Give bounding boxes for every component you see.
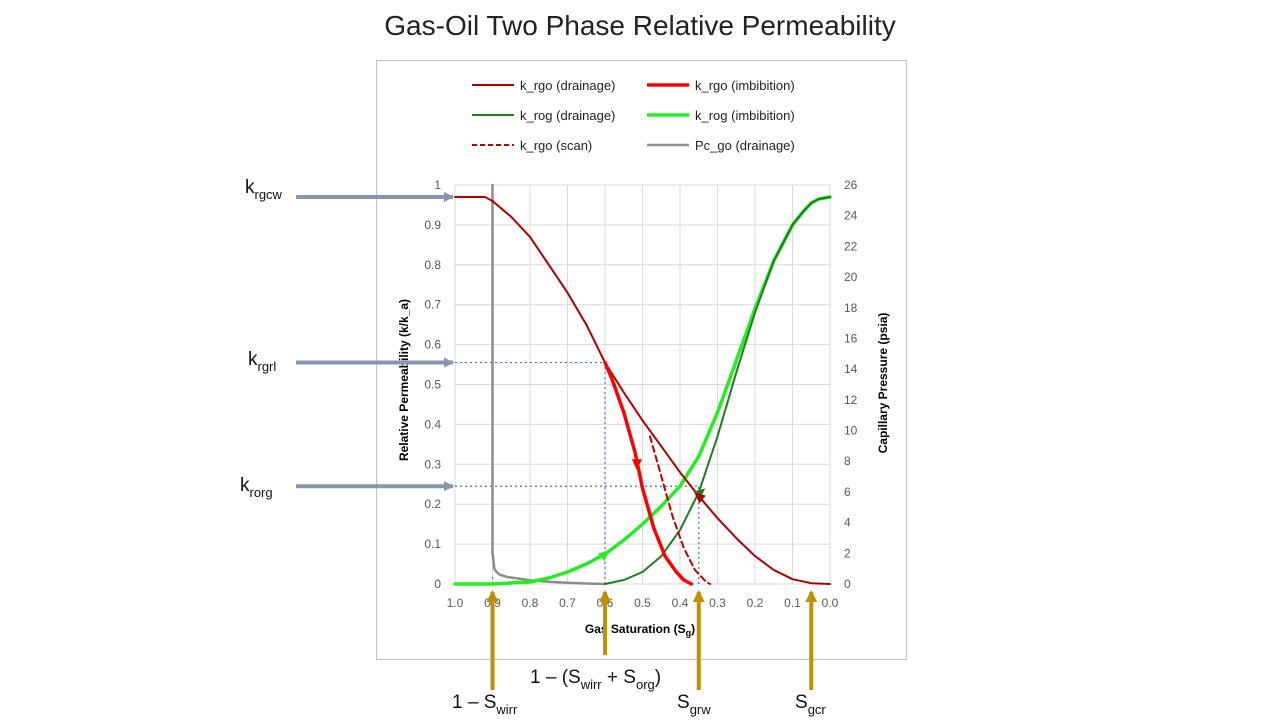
annotations: krgcw krgrl krorg 1 – Swirr 1 – (Swirr + Sor… xyxy=(240,177,826,717)
legend-label: k_rog (drainage) xyxy=(520,108,615,123)
slide-title: Gas-Oil Two Phase Relative Permeability xyxy=(384,10,896,41)
y2-tick-label: 14 xyxy=(844,362,858,376)
y2-tick-label: 16 xyxy=(844,331,858,345)
y2-tick-label: 0 xyxy=(844,577,851,591)
annotation-krgcw: krgcw xyxy=(245,177,283,202)
series-layer xyxy=(453,183,832,586)
annotation-sgrw: Sgrw xyxy=(677,692,711,717)
series-line-k-rgo-imbibition- xyxy=(603,360,694,586)
y2-tick-label: 20 xyxy=(844,270,858,284)
legend-label: k_rgo (scan) xyxy=(520,138,592,153)
x-tick-label: 0.5 xyxy=(634,596,651,610)
legend-label: Pc_go (drainage) xyxy=(695,138,795,153)
gridlines xyxy=(454,184,831,585)
x-tick-label: 0.3 xyxy=(709,596,726,610)
legend-label: k_rgo (imbibition) xyxy=(695,78,795,93)
y-axis-title: Relative Permeability (k/k_a) xyxy=(397,299,411,461)
direction-arrow xyxy=(597,550,610,562)
y-tick-label: 0.1 xyxy=(424,537,441,551)
series-line-pc-go-drainage- xyxy=(491,183,607,586)
y-tick-label: 0.8 xyxy=(424,258,441,272)
chart-frame xyxy=(376,60,907,660)
direction-arrow xyxy=(693,488,706,500)
y-tick-label: 0.3 xyxy=(424,457,441,471)
x-tick-label: 0.8 xyxy=(522,596,539,610)
series-line-k-rog-drainage- xyxy=(604,196,831,585)
x-tick-label: 0.1 xyxy=(784,596,801,610)
series-line-k-rgo-scan- xyxy=(649,435,711,585)
direction-arrow xyxy=(631,459,642,471)
x-tick-label: 0.7 xyxy=(559,596,576,610)
y-tick-label: 0.9 xyxy=(424,218,441,232)
legend-label: k_rgo (drainage) xyxy=(520,78,615,93)
x-tick-label: 1.0 xyxy=(447,596,464,610)
x-tick-label: 0.2 xyxy=(747,596,764,610)
x-axis-title: Gas Saturation (Sg) xyxy=(585,622,695,638)
direction-arrow xyxy=(694,492,706,504)
y-tick-label: 0.2 xyxy=(424,497,441,511)
legend: k_rgo (drainage) k_rgo (imbibition) k_rog … xyxy=(472,78,795,153)
y2-tick-label: 6 xyxy=(844,485,851,499)
annotation-swirr: 1 – Swirr xyxy=(452,692,518,717)
x-tick-label: 0.4 xyxy=(672,596,689,610)
y-tick-label: 0.6 xyxy=(424,338,441,352)
y2-tick-label: 10 xyxy=(844,424,858,438)
y-tick-label: 0.5 xyxy=(424,378,441,392)
annotation-sorg: 1 – (Swirr + Sorg) xyxy=(530,667,661,692)
y-tick-label: 0.7 xyxy=(424,298,441,312)
y2-tick-label: 8 xyxy=(844,454,851,468)
y2-tick-label: 18 xyxy=(844,301,858,315)
y2-tick-label: 12 xyxy=(844,393,858,407)
y-tick-label: 0 xyxy=(434,577,441,591)
annotation-krgrl: krgrl xyxy=(248,349,276,374)
y2-tick-label: 22 xyxy=(844,239,858,253)
reference-lines xyxy=(455,361,700,584)
y-tick-label: 0.4 xyxy=(424,417,441,431)
y2-tick-label: 26 xyxy=(844,178,858,192)
series-line-k-rgo-drainage- xyxy=(454,196,831,585)
y2-tick-label: 24 xyxy=(844,209,858,223)
y-tick-label: 1 xyxy=(434,178,441,192)
y2-axis-title: Capillary Pressure (psia) xyxy=(876,313,890,454)
x-tick-label: 0.0 xyxy=(822,596,839,610)
annotation-sgcr: Sgcr xyxy=(795,692,826,717)
legend-label: k_rog (imbibition) xyxy=(695,108,795,123)
y2-tick-label: 2 xyxy=(844,546,851,560)
y2-tick-label: 4 xyxy=(844,516,851,530)
annotation-krorg: krorg xyxy=(240,475,273,500)
direction-arrows xyxy=(597,459,706,562)
